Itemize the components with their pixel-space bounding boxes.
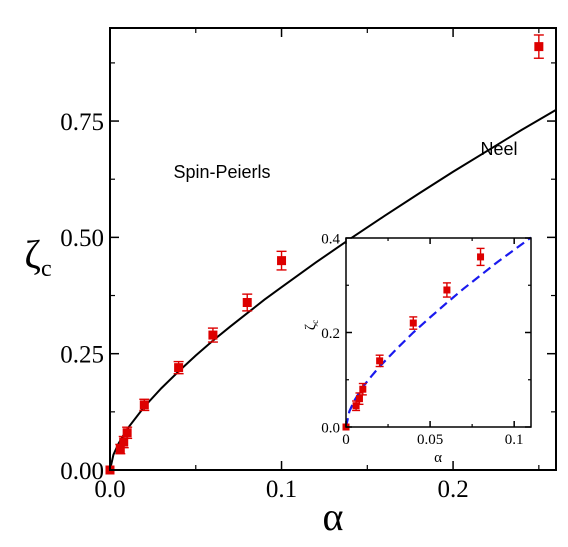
inset-data-point-2	[355, 395, 363, 403]
main-data-point-3	[122, 428, 132, 438]
inset-y-tick-label-2: 0.4	[321, 231, 340, 247]
main-data-point-8	[277, 256, 287, 266]
inset-y-tick-label-1: 0.2	[321, 326, 340, 342]
main-y-tick-label-0: 0.00	[60, 458, 104, 485]
main-chart: 0.0 0.1 0.20.000.250.500.75αζcSpin-Peierls…	[24, 27, 557, 539]
main-y-axis-label: ζc	[24, 232, 51, 282]
inset-data-point-4	[376, 357, 384, 365]
inset-chart: 0 0.05 0.1 0.0 0.2 0.4 α ζc	[303, 231, 532, 466]
main-x-tick-label-1: 0.1	[266, 476, 297, 503]
inset-y-axis-label: ζc	[303, 320, 320, 330]
inset-y-tick-label-0: 0.0	[321, 420, 340, 436]
main-plot-frame	[109, 27, 557, 471]
main-data-point-1	[115, 444, 125, 454]
inset-x-tick-label-2: 0.1	[505, 432, 524, 448]
main-y-axis-label-subscript: c	[41, 256, 52, 282]
main-y-axis-label-symbol: ζ	[24, 232, 41, 277]
main-x-tick-label-2: 0.2	[437, 476, 468, 503]
main-data-point-4	[139, 400, 149, 410]
main-y-tick-label-1: 0.25	[60, 341, 104, 368]
main-data-point-2	[119, 437, 129, 447]
inset-y-axis-label-symbol: ζ	[303, 324, 319, 330]
inset-x-tick-label-0: 0	[342, 432, 350, 448]
inset-data-point-5	[409, 319, 417, 327]
inset-x-axis-label: α	[434, 450, 442, 466]
main-y-tick-label-3: 0.75	[60, 109, 104, 136]
main-data-point-9	[534, 42, 544, 52]
main-data-point-7	[242, 298, 252, 308]
region-label-spin-peierls: Spin-Peierls	[173, 162, 270, 182]
inset-data-point-3	[359, 385, 367, 393]
main-data-point-6	[208, 330, 218, 340]
main-data-point-5	[174, 363, 184, 373]
inset-plot-background	[346, 238, 531, 427]
inset-x-tick-label-1: 0.05	[417, 432, 443, 448]
inset-data-point-1	[352, 402, 360, 410]
main-x-axis-label: α	[323, 494, 344, 539]
inset-data-point-7	[477, 253, 485, 261]
region-label-neel: Neel	[480, 139, 517, 159]
main-y-tick-label-2: 0.50	[60, 225, 104, 252]
inset-data-point-6	[443, 286, 451, 294]
inset-y-axis-label-subscript: c	[310, 320, 320, 324]
main-x-tick-label-0: 0.0	[94, 476, 125, 503]
main-fit-curve	[109, 109, 557, 471]
